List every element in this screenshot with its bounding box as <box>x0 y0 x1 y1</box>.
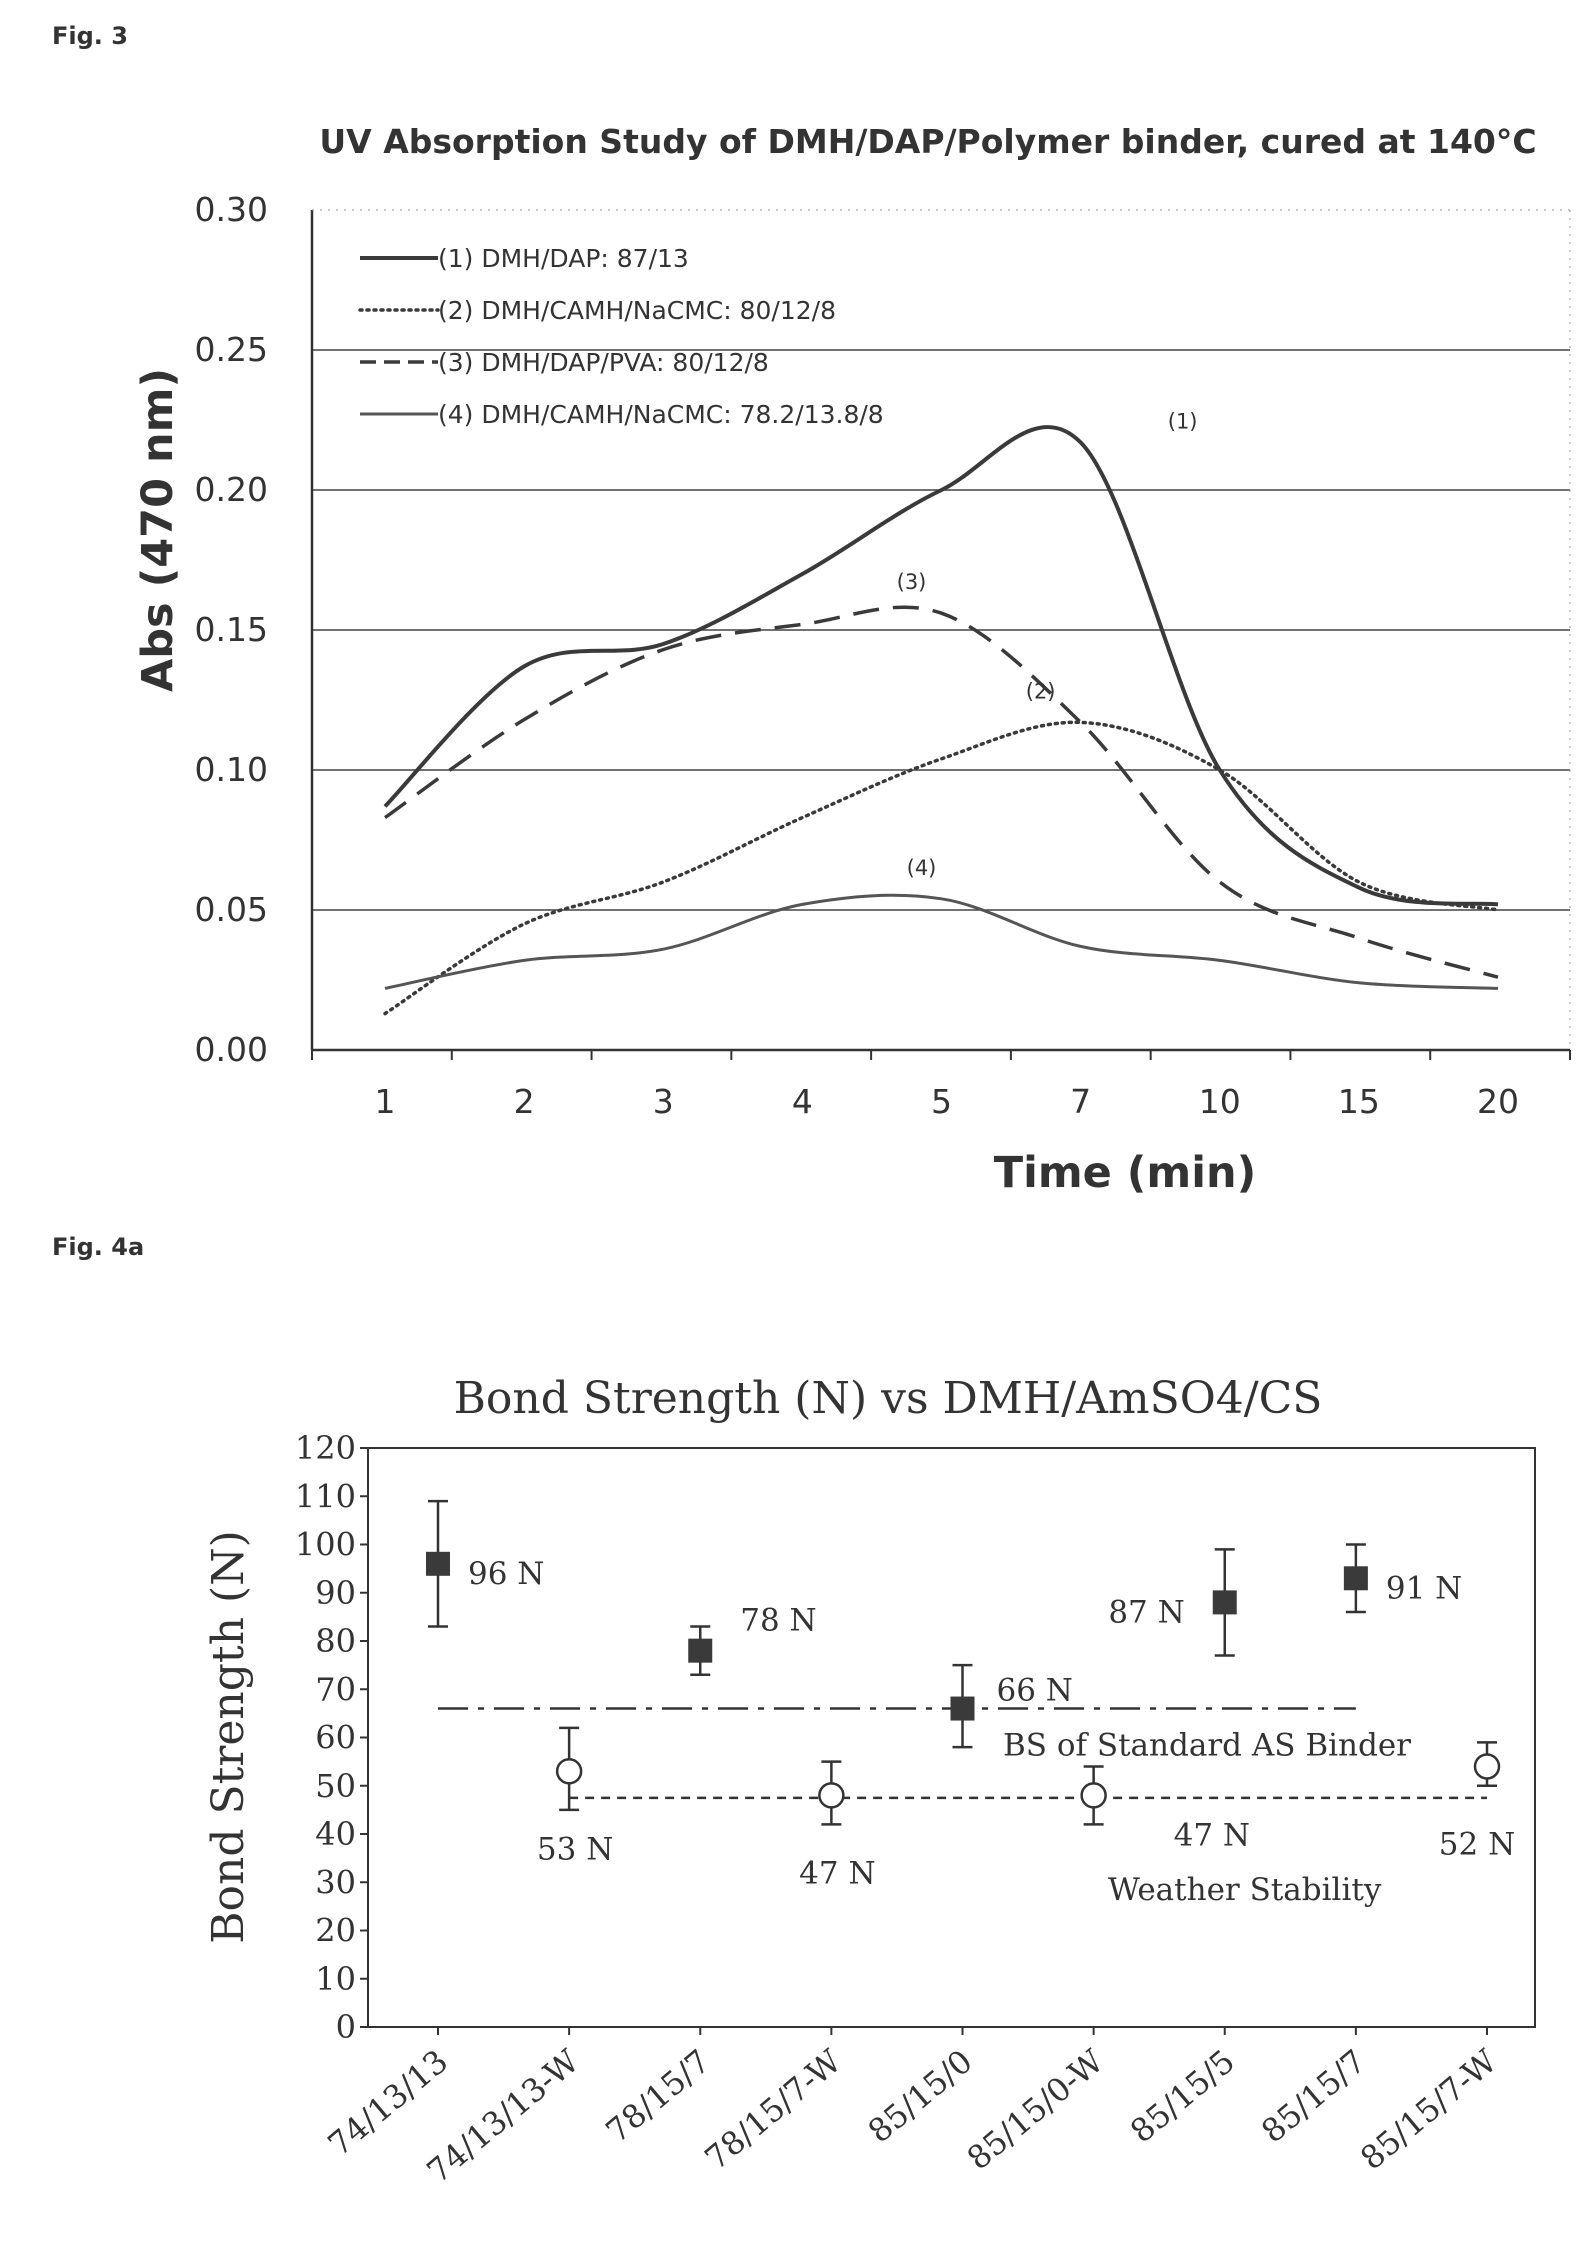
data-label: 78 N <box>740 1603 816 1639</box>
data-point-78-15-7-w: 47 N <box>799 1760 876 1891</box>
y-tick-label: 70 <box>315 1670 356 1708</box>
marker-open-circle <box>555 1758 583 1785</box>
axes <box>310 209 1571 1060</box>
y-tick-label: 0.00 <box>195 1030 268 1069</box>
series-annotation-3: (3) <box>897 570 927 594</box>
x-axis-title: Time (min) <box>994 1148 1256 1198</box>
series-line-4 <box>384 893 1499 990</box>
y-tick-label: 10 <box>315 1960 356 1998</box>
x-tick-label: 85/15/7-W <box>1353 2042 1504 2177</box>
data-point-85-15-0: 66 N <box>950 1663 1073 1749</box>
reference-label-weather-stability: Weather Stability <box>1108 1872 1382 1908</box>
marker-filled-square <box>1212 1590 1237 1615</box>
data-label: 66 N <box>997 1673 1073 1709</box>
y-tick-label: 90 <box>315 1574 356 1612</box>
series-annotations: (1) (2) (3) (4) <box>897 409 1198 879</box>
y-tick-label: 0.25 <box>195 330 268 369</box>
x-tick-label: 85/15/0 <box>861 2042 980 2150</box>
reference-label-bs-of-standard-as-binder: BS of Standard AS Binder <box>1003 1728 1411 1764</box>
y-tick-label: 20 <box>315 1912 356 1950</box>
x-tick-labels: 1 2 3 4 5 7 10 15 20 <box>375 1082 1520 1121</box>
series-line-3 <box>383 605 1499 979</box>
data-point-85-15-5: 87 N <box>1108 1548 1237 1657</box>
x-tick-label: 10 <box>1199 1082 1241 1121</box>
series-lines <box>383 425 1500 1016</box>
y-tick-label: 0.30 <box>195 190 268 229</box>
x-tick-label: 4 <box>792 1082 813 1121</box>
x-tick-label: 74/13/13 <box>321 2042 456 2163</box>
figure-4a-label: Fig. 4a <box>52 1233 145 1261</box>
marker-filled-square <box>426 1551 450 1576</box>
x-tick-label: 20 <box>1477 1082 1519 1121</box>
series-annotation-4: (4) <box>907 856 937 880</box>
x-tick-label: 85/15/7 <box>1254 2042 1373 2150</box>
y-axis-title: Abs (470 nm) <box>133 368 183 692</box>
y-tick-label: 120 <box>295 1429 356 1467</box>
y-tick-label: 80 <box>315 1622 356 1660</box>
x-tick-label: 7 <box>1070 1082 1091 1121</box>
marker-open-circle <box>1473 1753 1501 1780</box>
data-point-85-15-7-w: 52 N <box>1439 1741 1515 1862</box>
chart-title: UV Absorption Study of DMH/DAP/Polymer b… <box>319 122 1536 161</box>
legend-label-2: (2) DMH/CAMH/NaCMC: 80/12/8 <box>438 296 836 325</box>
data-label: 47 N <box>799 1855 875 1891</box>
legend-label-3: (3) DMH/DAP/PVA: 80/12/8 <box>438 348 769 377</box>
x-tick-label: 15 <box>1338 1082 1380 1121</box>
y-tick-label: 0.10 <box>195 750 268 789</box>
series-annotation-1: (1) <box>1168 409 1198 433</box>
y-axis-title: Bond Strength (N) <box>203 1530 254 1944</box>
data-point-74-13-13-w: 53 N <box>537 1726 613 1867</box>
axes <box>360 1447 1536 2035</box>
series-line-2 <box>383 720 1500 1016</box>
x-tick-label: 85/15/0-W <box>960 2042 1111 2177</box>
marker-filled-square <box>950 1696 975 1721</box>
marker-filled-square <box>688 1638 713 1663</box>
y-tick-label: 30 <box>315 1863 356 1901</box>
figure-3-label: Fig. 3 <box>52 22 128 50</box>
x-tick-label: 1 <box>375 1082 396 1121</box>
x-tick-label: 5 <box>931 1082 952 1121</box>
data-label: 47 N <box>1174 1817 1250 1853</box>
y-tick-label: 0.05 <box>195 890 268 929</box>
x-tick-label: 3 <box>653 1082 674 1121</box>
y-tick-label: 0.15 <box>195 610 268 649</box>
y-tick-label: 0.20 <box>195 470 268 509</box>
data-point-74-13-13: 96 N <box>426 1499 544 1628</box>
data-label: 91 N <box>1386 1570 1462 1606</box>
uv-absorption-chart: UV Absorption Study of DMH/DAP/Polymer b… <box>133 122 1571 1198</box>
data-label: 53 N <box>537 1831 613 1867</box>
y-tick-label: 60 <box>315 1719 356 1757</box>
y-tick-label: 110 <box>295 1477 356 1515</box>
y-tick-label: 50 <box>315 1767 356 1805</box>
data-point-85-15-7: 91 N <box>1343 1543 1462 1614</box>
x-tick-label: 78/15/7-W <box>697 2042 848 2177</box>
legend: (1) DMH/DAP: 87/13 (2) DMH/CAMH/NaCMC: 80… <box>358 244 884 429</box>
series-line-1 <box>383 425 1499 907</box>
data-points: 96 N 53 N 78 N 47 N 66 N 47 N 87 N 91 N 52 N <box>426 1499 1515 1891</box>
data-label: 87 N <box>1108 1594 1184 1630</box>
data-label: 96 N <box>468 1556 544 1592</box>
x-tick-label: 78/15/7 <box>598 2042 717 2150</box>
y-tick-label: 100 <box>295 1526 356 1564</box>
y-tick-label: 40 <box>315 1815 356 1853</box>
marker-filled-square <box>1343 1566 1368 1591</box>
y-tick-label: 0 <box>336 2008 356 2046</box>
marker-open-circle <box>1080 1782 1107 1809</box>
chart-title: Bond Strength (N) vs DMH/AmSO4/CS <box>454 1373 1323 1424</box>
y-tick-labels: 0 10 20 30 40 50 60 70 80 90 100 110 120 <box>295 1429 356 2046</box>
legend-label-4: (4) DMH/CAMH/NaCMC: 78.2/13.8/8 <box>438 400 884 429</box>
x-tick-label: 85/15/5 <box>1123 2042 1242 2150</box>
reference-lines: BS of Standard AS Binder Weather Stabilit… <box>438 1707 1487 1908</box>
x-tick-label: 2 <box>514 1082 535 1121</box>
legend-label-1: (1) DMH/DAP: 87/13 <box>438 244 689 273</box>
marker-open-circle <box>818 1782 845 1809</box>
series-annotation-2: (2) <box>1026 679 1056 703</box>
y-tick-labels: 0.00 0.05 0.10 0.15 0.20 0.25 0.30 <box>195 190 268 1069</box>
data-point-85-15-0-w: 47 N <box>1080 1765 1250 1853</box>
data-point-78-15-7: 78 N <box>688 1603 817 1677</box>
data-label: 52 N <box>1439 1826 1515 1862</box>
